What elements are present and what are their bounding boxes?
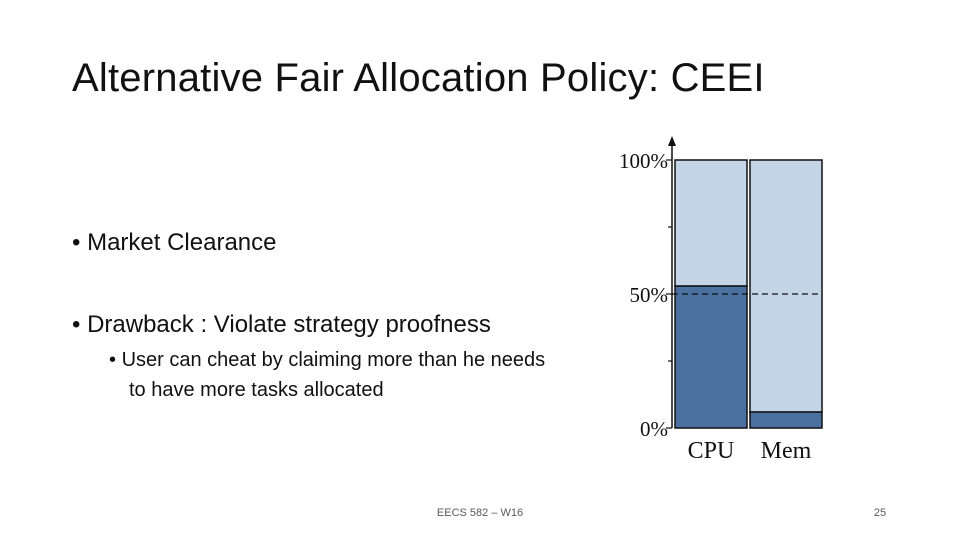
bullet-text: Drawback : Violate strategy proofness <box>87 311 491 338</box>
bullet-drawback: • Drawback : Violate strategy proofness <box>72 311 491 339</box>
bullet-market-clearance: • Market Clearance <box>72 229 277 257</box>
bar-mem-segment-1 <box>749 411 823 429</box>
subbullet-text-2: to have more tasks allocated <box>129 379 384 401</box>
subbullet-marker: • <box>109 349 117 371</box>
category-label-mem: Mem <box>761 438 812 464</box>
bullet-marker: • <box>72 229 81 256</box>
subbullet-cheating: • User can cheat by claiming more than h… <box>109 345 629 405</box>
y-tick-label-0: 0% <box>640 417 668 441</box>
stacked-bar-chart: CPU Mem 0% 50% 100% <box>619 136 823 464</box>
bar-cpu-segment-2 <box>674 159 748 287</box>
slide-title: Alternative Fair Allocation Policy: CEEI <box>72 56 765 100</box>
footer-course: EECS 582 – W16 <box>436 507 524 519</box>
y-axis-arrow <box>668 136 676 146</box>
subbullet-line-1: • User can cheat by claiming more than h… <box>109 345 629 375</box>
bar-cpu-segment-1 <box>674 285 748 429</box>
y-tick-label-50: 50% <box>630 283 669 307</box>
category-label-cpu: CPU <box>688 438 735 464</box>
footer-page-number: 25 <box>873 507 887 519</box>
y-tick-label-100: 100% <box>619 149 668 173</box>
bullet-marker: • <box>72 311 81 338</box>
bar-mem-segment-2 <box>749 159 823 413</box>
subbullet-text-1: User can cheat by claiming more than he … <box>121 349 546 371</box>
bullet-text: Market Clearance <box>87 229 277 256</box>
allocation-chart: CPU Mem 0% 50% 100% <box>600 130 840 475</box>
